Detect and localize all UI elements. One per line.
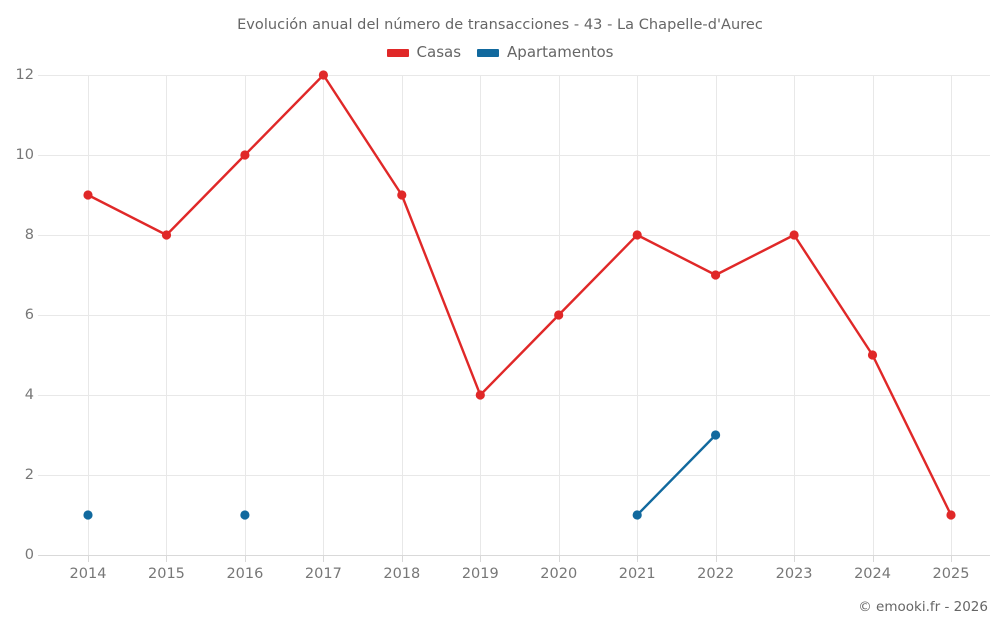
data-point-marker[interactable] [240,150,250,160]
data-point-marker[interactable] [632,230,642,240]
x-axis-tick-label: 2023 [775,566,813,582]
y-axis-tick-label: 4 [24,387,34,403]
data-point-marker[interactable] [83,510,93,520]
data-point-marker[interactable] [632,510,642,520]
legend-item-label: Apartamentos [507,43,614,61]
y-axis-tick-label: 8 [24,227,34,243]
x-axis-tick-label: 2017 [304,566,342,582]
data-point-marker[interactable] [475,390,485,400]
y-axis-tick-label: 2 [24,467,34,483]
data-point-marker[interactable] [161,230,172,240]
x-axis-tick-label: 2021 [618,566,656,582]
legend-item-apartamentos[interactable]: Apartamentos [477,45,613,60]
x-axis-tick-label: 2015 [148,566,185,582]
data-point-marker[interactable] [711,270,721,280]
chart-title: Evolución anual del número de transaccio… [237,17,763,33]
y-axis-tick-label: 0 [24,547,34,563]
data-point-marker[interactable] [867,350,878,360]
data-point-marker[interactable] [711,430,721,440]
x-axis-tick-label: 2025 [932,566,970,582]
series-apartamentos [83,430,721,520]
data-point-marker[interactable] [789,230,799,240]
data-point-marker[interactable] [397,190,407,200]
x-axis-tick-label: 2024 [854,566,891,582]
x-axis-tick-label: 2014 [69,566,107,582]
data-point-marker[interactable] [83,190,93,200]
chart-legend: Casas Apartamentos [0,45,1000,60]
series-casas [83,70,956,520]
data-point-marker[interactable] [946,510,956,520]
y-axis-tick-label: 12 [15,67,34,83]
legend-swatch-icon [386,48,409,57]
legend-item-label: Casas [416,43,462,61]
y-axis-tick-label: 6 [24,307,34,323]
legend-swatch-icon [477,48,500,57]
x-axis-tick-label: 2020 [540,566,578,582]
x-axis-tick-label: 2019 [461,566,499,582]
footer-credit: © emooki.fr - 2026 [858,599,988,615]
x-axis-tick-label: 2016 [226,566,264,582]
series-line [86,73,953,517]
data-point-marker[interactable] [318,70,328,80]
x-axis-tick-label: 2022 [697,566,735,582]
y-axis-tick-label: 10 [15,147,34,163]
x-axis-tick-label: 2018 [383,566,421,582]
series-line [636,433,717,517]
data-point-marker[interactable] [240,510,250,520]
legend-item-casas[interactable]: Casas [386,43,462,61]
data-point-marker[interactable] [554,310,564,320]
